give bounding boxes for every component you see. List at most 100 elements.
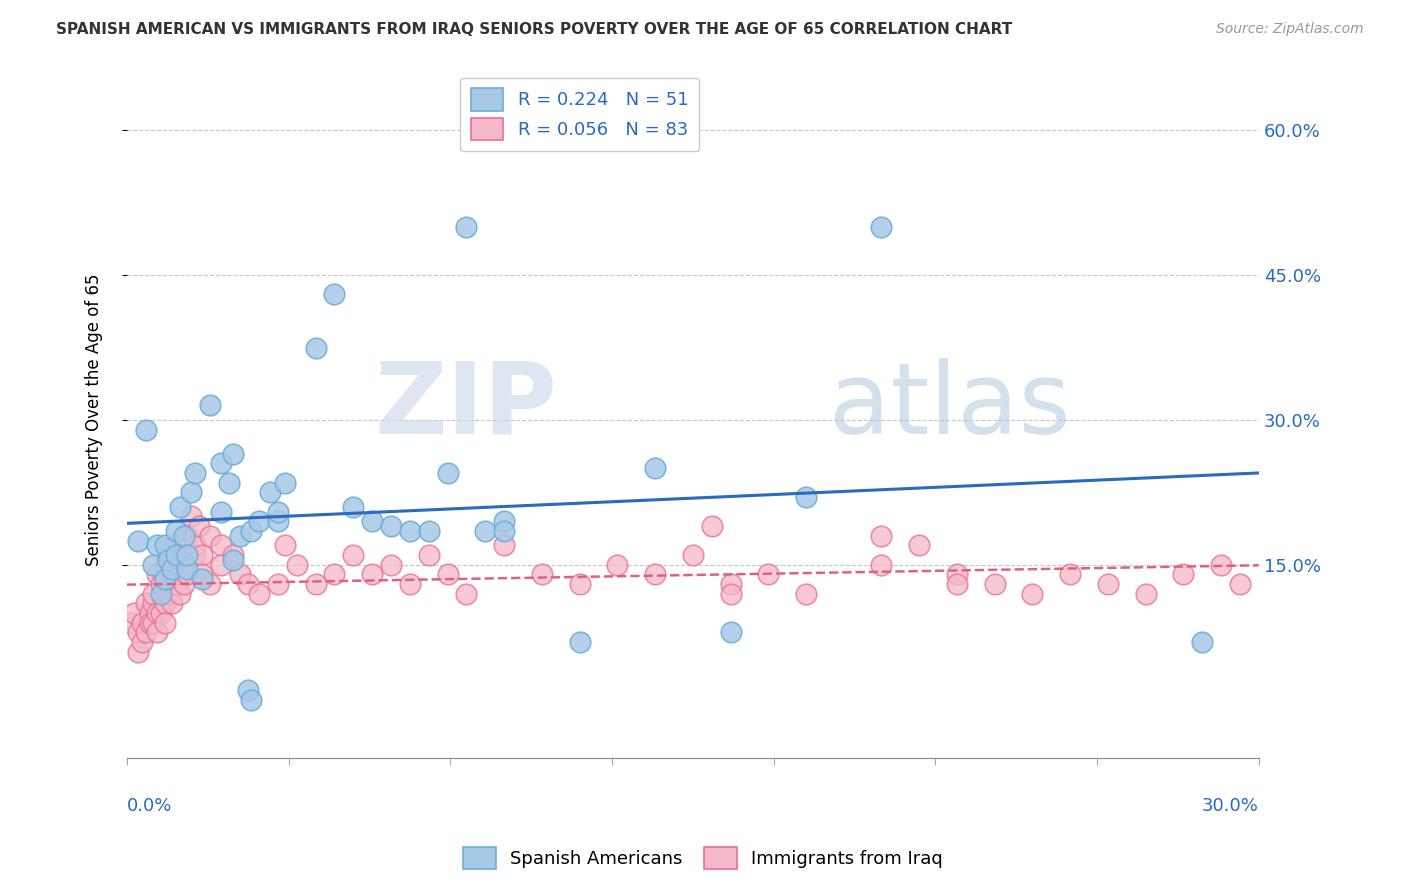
Point [127,644,149,658]
Point [176,529,198,543]
Point [173,577,195,591]
Point [127,533,149,548]
Point [1097,577,1119,591]
Point [229,529,252,543]
Point [720,577,742,591]
Point [229,567,252,582]
Text: SPANISH AMERICAN VS IMMIGRANTS FROM IRAQ SENIORS POVERTY OVER THE AGE OF 65 CORR: SPANISH AMERICAN VS IMMIGRANTS FROM IRAQ… [56,22,1012,37]
Legend: Spanish Americans, Immigrants from Iraq: Spanish Americans, Immigrants from Iraq [456,839,950,876]
Point [304,341,326,355]
Point [209,538,232,552]
Point [209,456,232,470]
Point [323,567,346,582]
Legend: R = 0.224   N = 51, R = 0.056   N = 83: R = 0.224 N = 51, R = 0.056 N = 83 [460,78,699,151]
Point [870,529,893,543]
Point [146,606,169,620]
Point [180,509,202,524]
Point [169,500,191,514]
Point [240,524,263,538]
Point [1209,558,1232,572]
Point [124,606,146,620]
Point [436,466,458,480]
Point [176,562,198,576]
Point [494,524,516,538]
Point [180,485,202,500]
Text: Source: ZipAtlas.com: Source: ZipAtlas.com [1216,22,1364,37]
Point [153,615,176,630]
Point [218,475,240,490]
Point [184,466,207,480]
Point [1135,586,1157,600]
Point [342,500,364,514]
Point [1173,567,1195,582]
Point [173,548,195,562]
Point [191,572,214,586]
Point [209,505,232,519]
Point [304,577,326,591]
Point [380,558,402,572]
Point [198,529,221,543]
Text: 30.0%: 30.0% [1202,797,1258,814]
Y-axis label: Seniors Poverty Over the Age of 65: Seniors Poverty Over the Age of 65 [86,274,103,566]
Point [870,558,893,572]
Point [153,572,176,586]
Point [191,567,214,582]
Point [153,558,176,572]
Point [157,553,180,567]
Point [606,558,628,572]
Point [187,519,209,533]
Point [756,567,779,582]
Point [494,514,516,528]
Point [870,219,893,234]
Point [247,514,270,528]
Point [983,577,1005,591]
Point [682,548,704,562]
Point [274,475,297,490]
Point [153,538,176,552]
Point [946,577,969,591]
Point [399,524,422,538]
Point [1021,586,1043,600]
Point [285,558,308,572]
Point [474,524,496,538]
Point [138,606,160,620]
Point [142,586,165,600]
Point [165,577,187,591]
Point [720,625,742,640]
Point [1191,635,1213,649]
Point [399,577,422,591]
Point [568,577,591,591]
Point [456,586,478,600]
Point [267,505,290,519]
Point [259,485,281,500]
Point [267,514,290,528]
Point [165,538,187,552]
Point [209,558,232,572]
Point [240,692,263,706]
Point [436,567,458,582]
Point [1059,567,1081,582]
Point [418,524,440,538]
Point [157,586,180,600]
Point [146,567,169,582]
Point [361,514,384,528]
Point [361,567,384,582]
Point [720,586,742,600]
Point [247,586,270,600]
Point [267,577,290,591]
Point [169,586,191,600]
Point [274,538,297,552]
Point [142,596,165,610]
Point [184,548,207,562]
Point [149,577,172,591]
Point [146,625,169,640]
Point [165,524,187,538]
Point [138,615,160,630]
Point [198,399,221,413]
Point [456,219,478,234]
Point [146,538,169,552]
Point [198,577,221,591]
Point [142,558,165,572]
Point [418,548,440,562]
Point [568,635,591,649]
